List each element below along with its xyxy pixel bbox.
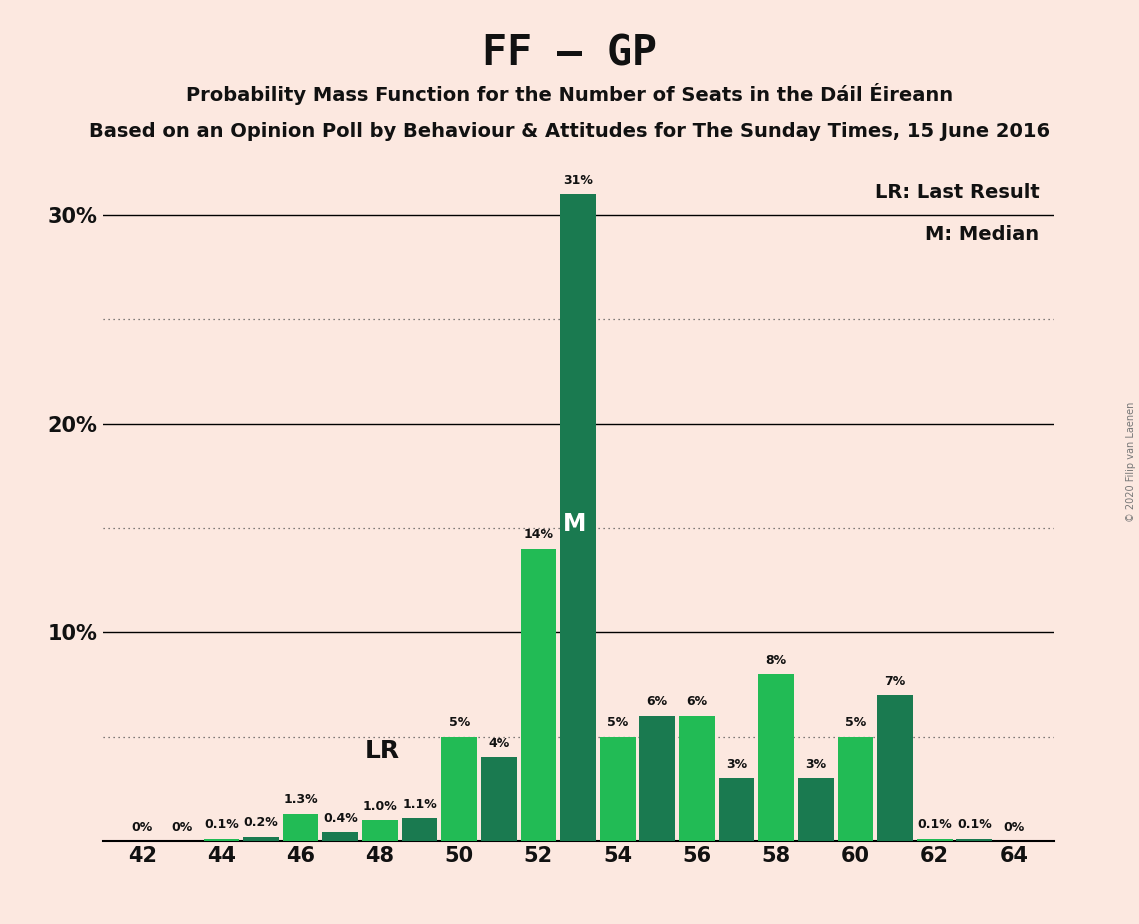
Text: 3%: 3% <box>726 758 747 771</box>
Text: 1.3%: 1.3% <box>284 794 318 807</box>
Bar <box>441 736 477 841</box>
Bar <box>322 833 358 841</box>
Bar <box>204 839 239 841</box>
Bar <box>837 736 874 841</box>
Text: 0.1%: 0.1% <box>204 819 239 832</box>
Bar <box>560 194 596 841</box>
Bar <box>917 839 952 841</box>
Text: 5%: 5% <box>449 716 469 729</box>
Text: 31%: 31% <box>563 174 593 187</box>
Text: 8%: 8% <box>765 653 787 666</box>
Bar <box>521 549 556 841</box>
Bar <box>798 778 834 841</box>
Text: 7%: 7% <box>885 675 906 687</box>
Bar <box>600 736 636 841</box>
Bar <box>759 674 794 841</box>
Bar <box>282 814 319 841</box>
Text: 0.1%: 0.1% <box>917 819 952 832</box>
Bar <box>679 716 715 841</box>
Text: FF – GP: FF – GP <box>482 32 657 74</box>
Text: 0.4%: 0.4% <box>322 812 358 825</box>
Text: LR: LR <box>364 738 400 762</box>
Text: 1.0%: 1.0% <box>362 799 398 813</box>
Bar <box>877 695 912 841</box>
Bar <box>362 820 398 841</box>
Bar <box>244 836 279 841</box>
Text: 6%: 6% <box>687 696 707 709</box>
Text: LR: Last Result: LR: Last Result <box>875 184 1039 202</box>
Bar <box>957 839 992 841</box>
Bar <box>719 778 754 841</box>
Text: 3%: 3% <box>805 758 827 771</box>
Text: 6%: 6% <box>647 696 667 709</box>
Text: 0%: 0% <box>171 821 192 833</box>
Text: 0.1%: 0.1% <box>957 819 992 832</box>
Text: 5%: 5% <box>845 716 866 729</box>
Text: 0.2%: 0.2% <box>244 817 278 830</box>
Text: 4%: 4% <box>489 737 509 750</box>
Text: Based on an Opinion Poll by Behaviour & Attitudes for The Sunday Times, 15 June : Based on an Opinion Poll by Behaviour & … <box>89 122 1050 141</box>
Text: M: Median: M: Median <box>925 225 1039 244</box>
Text: 14%: 14% <box>524 529 554 541</box>
Text: 0%: 0% <box>131 821 153 833</box>
Bar <box>402 818 437 841</box>
Text: 0%: 0% <box>1003 821 1025 833</box>
Text: Probability Mass Function for the Number of Seats in the Dáil Éireann: Probability Mass Function for the Number… <box>186 83 953 105</box>
Bar <box>481 758 517 841</box>
Text: © 2020 Filip van Laenen: © 2020 Filip van Laenen <box>1126 402 1136 522</box>
Text: M: M <box>563 512 585 536</box>
Bar <box>639 716 675 841</box>
Text: 1.1%: 1.1% <box>402 797 437 810</box>
Text: 5%: 5% <box>607 716 629 729</box>
